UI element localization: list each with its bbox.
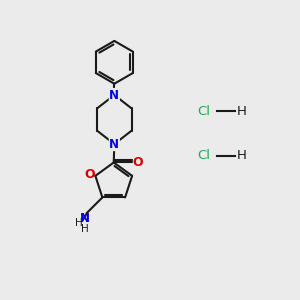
Text: O: O [132,156,142,169]
Text: N: N [109,88,119,101]
Text: O: O [85,168,95,181]
Text: N: N [80,212,90,225]
Text: N: N [109,138,119,151]
Text: H: H [237,105,247,118]
Text: H: H [81,224,89,234]
Text: H: H [75,218,83,228]
Text: Cl: Cl [197,105,210,118]
Text: Cl: Cl [197,149,210,162]
Text: H: H [237,149,247,162]
